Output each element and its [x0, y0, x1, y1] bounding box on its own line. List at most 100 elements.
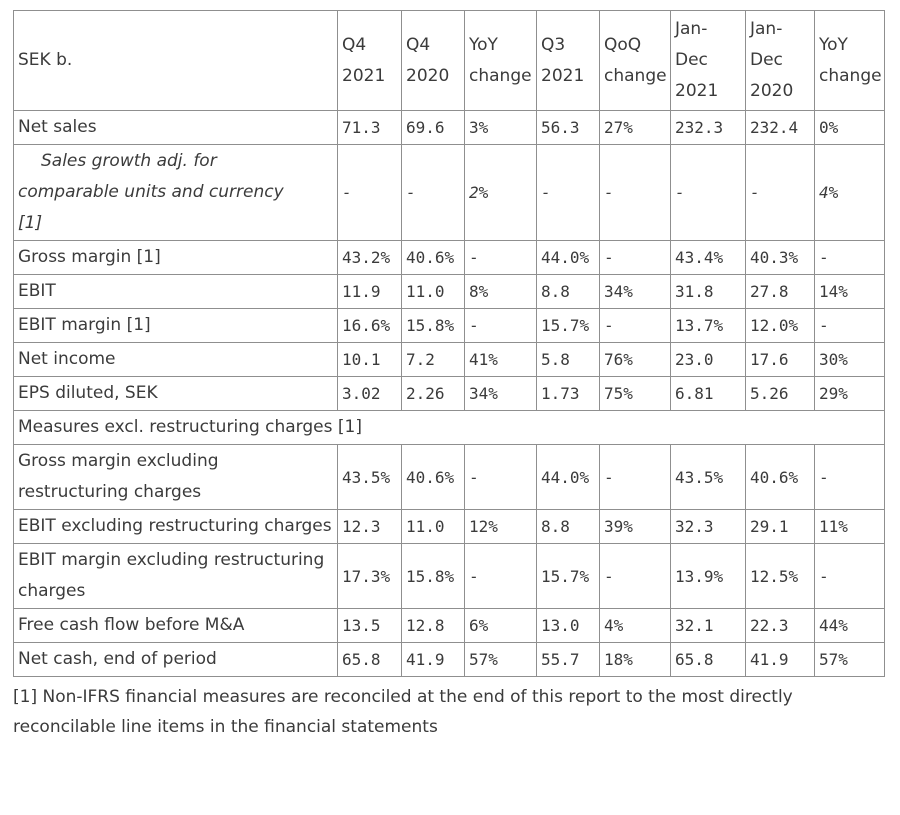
value-cell: 3%: [464, 110, 537, 145]
value-cell: -: [464, 308, 537, 343]
value-cell: 43.5%: [337, 444, 402, 510]
value-cell: 11.0: [401, 509, 465, 544]
header-yoy-change-full-year: YoY change: [814, 10, 885, 111]
value-cell: -: [599, 240, 671, 275]
value-cell: 69.6: [401, 110, 465, 145]
value-cell: 40.6%: [401, 444, 465, 510]
value-cell: 13.9%: [670, 543, 746, 609]
header-qoq-change: QoQ change: [599, 10, 671, 111]
value-cell: 29%: [814, 376, 885, 411]
value-cell: 6%: [464, 608, 537, 643]
row-label: Net cash, end of period: [13, 642, 338, 677]
value-cell: 15.7%: [536, 308, 600, 343]
value-cell: 27.8: [745, 274, 815, 309]
table-row: Gross margin excluding restructuring cha…: [13, 444, 885, 510]
row-label: Sales growth adj. for comparable units a…: [13, 144, 338, 241]
value-cell: -: [814, 240, 885, 275]
row-label: Gross margin excluding restructuring cha…: [13, 444, 338, 510]
value-cell: 41%: [464, 342, 537, 377]
value-cell: 6.81: [670, 376, 746, 411]
table-row: Free cash flow before M&A 13.5 12.8 6% 13.0 4…: [13, 608, 885, 643]
value-cell: 15.8%: [401, 543, 465, 609]
value-cell: 13.5: [337, 608, 402, 643]
row-label: EBIT: [13, 274, 338, 309]
table-row: EBIT margin [1] 16.6% 15.8% -15.7% -13.7% 12.…: [13, 308, 885, 343]
value-cell: 44.0%: [536, 240, 600, 275]
value-cell: 0%: [814, 110, 885, 145]
table-row: EBIT excluding restructuring charges 12.3…: [13, 509, 885, 544]
row-label: Net income: [13, 342, 338, 377]
row-label: EPS diluted, SEK: [13, 376, 338, 411]
value-cell: 12%: [464, 509, 537, 544]
value-cell: 15.7%: [536, 543, 600, 609]
value-cell: -: [464, 444, 537, 510]
table-row: EBIT margin excluding restructuring char…: [13, 543, 885, 609]
header-jan-dec-2021: Jan- Dec 2021: [670, 10, 746, 111]
value-cell: 5.26: [745, 376, 815, 411]
value-cell: -: [401, 144, 465, 241]
table-row: Sales growth adj. for comparable units a…: [13, 144, 885, 241]
value-cell: 30%: [814, 342, 885, 377]
table-row: Gross margin [1] 43.2% 40.6% -44.0% -43.4% 40…: [13, 240, 885, 275]
table-row: Net cash, end of period 65.8 41.9 57% 55.7 18…: [13, 642, 885, 677]
value-cell: 11.9: [337, 274, 402, 309]
header-jan-dec-2020: Jan- Dec 2020: [745, 10, 815, 111]
value-cell: 27%: [599, 110, 671, 145]
value-cell: 32.3: [670, 509, 746, 544]
value-cell: 56.3: [536, 110, 600, 145]
value-cell: 31.8: [670, 274, 746, 309]
row-label: EBIT margin [1]: [13, 308, 338, 343]
value-cell: 57%: [464, 642, 537, 677]
value-cell: 65.8: [670, 642, 746, 677]
table-row: Net income 10.1 7.2 41% 5.8 76% 23.0 17.6 30%: [13, 342, 885, 377]
value-cell: 40.6%: [745, 444, 815, 510]
financial-results-table: SEK b. Q4 2021 Q4 2020 YoY change Q3 202…: [13, 10, 885, 677]
value-cell: 12.8: [401, 608, 465, 643]
value-cell: 2%: [464, 144, 537, 241]
value-cell: 17.6: [745, 342, 815, 377]
row-label: Gross margin [1]: [13, 240, 338, 275]
header-q4-2021: Q4 2021: [337, 10, 402, 111]
value-cell: 1.73: [536, 376, 600, 411]
value-cell: -: [599, 308, 671, 343]
value-cell: 65.8: [337, 642, 402, 677]
value-cell: -: [670, 144, 746, 241]
value-cell: 43.4%: [670, 240, 746, 275]
value-cell: 39%: [599, 509, 671, 544]
value-cell: 3.02: [337, 376, 402, 411]
row-label: Net sales: [13, 110, 338, 145]
value-cell: 44%: [814, 608, 885, 643]
value-cell: -: [464, 543, 537, 609]
value-cell: 12.0%: [745, 308, 815, 343]
header-metric-column: SEK b.: [13, 10, 338, 111]
value-cell: 17.3%: [337, 543, 402, 609]
value-cell: 55.7: [536, 642, 600, 677]
value-cell: 75%: [599, 376, 671, 411]
value-cell: 34%: [464, 376, 537, 411]
value-cell: 15.8%: [401, 308, 465, 343]
value-cell: 8%: [464, 274, 537, 309]
value-cell: -: [536, 144, 600, 241]
value-cell: 57%: [814, 642, 885, 677]
header-q3-2021: Q3 2021: [536, 10, 600, 111]
value-cell: 232.3: [670, 110, 746, 145]
value-cell: -: [599, 144, 671, 241]
value-cell: 16.6%: [337, 308, 402, 343]
value-cell: 232.4: [745, 110, 815, 145]
table-row: EBIT 11.9 11.0 8% 8.8 34% 31.8 27.8 14%: [13, 274, 885, 309]
value-cell: -: [599, 444, 671, 510]
value-cell: 5.8: [536, 342, 600, 377]
value-cell: -: [745, 144, 815, 241]
value-cell: 12.3: [337, 509, 402, 544]
value-cell: -: [814, 308, 885, 343]
value-cell: -: [599, 543, 671, 609]
value-cell: 18%: [599, 642, 671, 677]
value-cell: 43.5%: [670, 444, 746, 510]
value-cell: 23.0: [670, 342, 746, 377]
value-cell: 10.1: [337, 342, 402, 377]
value-cell: 34%: [599, 274, 671, 309]
value-cell: 11.0: [401, 274, 465, 309]
value-cell: 43.2%: [337, 240, 402, 275]
value-cell: -: [814, 444, 885, 510]
header-row: SEK b. Q4 2021 Q4 2020 YoY change Q3 202…: [13, 10, 885, 111]
